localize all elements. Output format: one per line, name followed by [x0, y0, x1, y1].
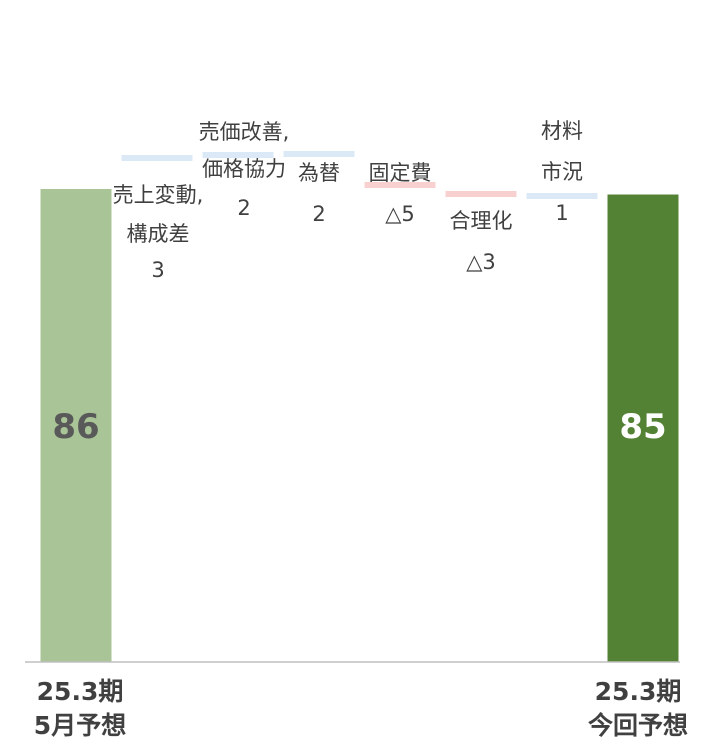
category-label: 25.3期: [595, 677, 682, 706]
step-bar: [283, 151, 355, 157]
total-bar: [607, 194, 679, 662]
step-value-label: △5: [385, 202, 415, 226]
step-bar: [202, 152, 274, 158]
step-label: 価格協力: [202, 157, 286, 181]
total-value-label: 86: [52, 407, 99, 447]
step-bar: [526, 193, 598, 199]
category-label: 今回予想: [588, 711, 688, 740]
step-label: 売上変動,: [113, 183, 204, 207]
step-label: 売価改善,: [199, 120, 290, 144]
step-bar: [445, 191, 517, 197]
step-label: 材料: [541, 119, 583, 143]
step-label: 市況: [541, 160, 583, 184]
step-label: 固定費: [369, 161, 432, 185]
step-value-label: 3: [151, 258, 164, 282]
total-value-label: 85: [619, 407, 666, 447]
step-label: 為替: [298, 161, 340, 185]
total-bar: [40, 189, 112, 662]
bars-layer: [40, 151, 679, 662]
step-bar: [121, 155, 193, 161]
step-value-label: 1: [555, 201, 568, 225]
step-label: 合理化: [450, 209, 513, 233]
step-bar: [364, 182, 436, 188]
step-label: 構成差: [127, 222, 190, 246]
step-value-label: △3: [466, 250, 496, 274]
category-label: 5月予想: [34, 711, 126, 740]
category-label: 25.3期: [37, 677, 124, 706]
step-value-label: 2: [312, 202, 325, 226]
step-value-label: 2: [237, 196, 250, 220]
